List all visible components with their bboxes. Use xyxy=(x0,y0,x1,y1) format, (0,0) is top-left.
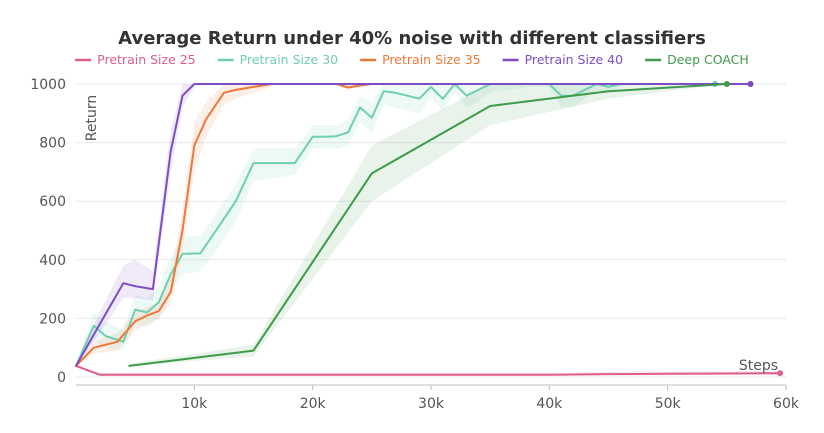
y-tick-label: 600 xyxy=(39,194,66,210)
x-tick-label: 20k xyxy=(300,396,327,412)
x-tick-label: 50k xyxy=(655,396,682,412)
y-axis-label: Return xyxy=(84,95,100,141)
series-endpoint-pretrain-size-25 xyxy=(777,370,784,377)
legend-item-pretrain-size-40[interactable]: Pretrain Size 40 xyxy=(502,52,624,67)
x-tick-label: 30k xyxy=(418,396,445,412)
y-tick-label: 800 xyxy=(39,136,66,152)
x-axis-label: Steps xyxy=(739,358,778,374)
axes: 0 200 400 600 800 1000 10k 20k 30k 40k 50k 60k xyxy=(30,77,799,412)
band-pretrain-size-30 xyxy=(76,84,715,366)
legend-item-deep-coach[interactable]: Deep COACH xyxy=(645,52,749,67)
series-line-pretrain-size-25 xyxy=(75,364,782,376)
legend-label: Pretrain Size 40 xyxy=(525,52,624,67)
series-line-pretrain-size-40 xyxy=(75,83,752,367)
x-tick-label: 10k xyxy=(181,396,208,412)
y-tick-label: 0 xyxy=(57,370,66,386)
series-endpoint-deep-coach xyxy=(723,81,730,87)
y-tick-label: 200 xyxy=(39,311,66,327)
chart-title: Average Return under 40% noise with diff… xyxy=(118,28,706,49)
legend-label: Pretrain Size 30 xyxy=(240,52,339,67)
series-endpoint-pretrain-size-40 xyxy=(747,81,754,87)
y-tick-label: 1000 xyxy=(30,77,66,93)
series-lines xyxy=(75,81,784,377)
series-line-pretrain-size-30 xyxy=(75,83,716,367)
legend-item-pretrain-size-30[interactable]: Pretrain Size 30 xyxy=(217,52,339,67)
legend-label: Pretrain Size 25 xyxy=(97,52,195,67)
legend-item-pretrain-size-35[interactable]: Pretrain Size 35 xyxy=(360,52,481,67)
legend-item-pretrain-size-25[interactable]: Pretrain Size 25 xyxy=(75,52,196,67)
legend-label: Pretrain Size 35 xyxy=(382,52,480,67)
y-tick-label: 400 xyxy=(39,253,66,269)
series-line-deep-coach xyxy=(128,83,728,367)
legend-label: Deep COACH xyxy=(667,52,749,67)
x-tick-label: 60k xyxy=(773,396,800,412)
x-tick-label: 40k xyxy=(536,396,563,412)
legend: Pretrain Size 25 Pretrain Size 30 Pretrain… xyxy=(75,52,749,67)
